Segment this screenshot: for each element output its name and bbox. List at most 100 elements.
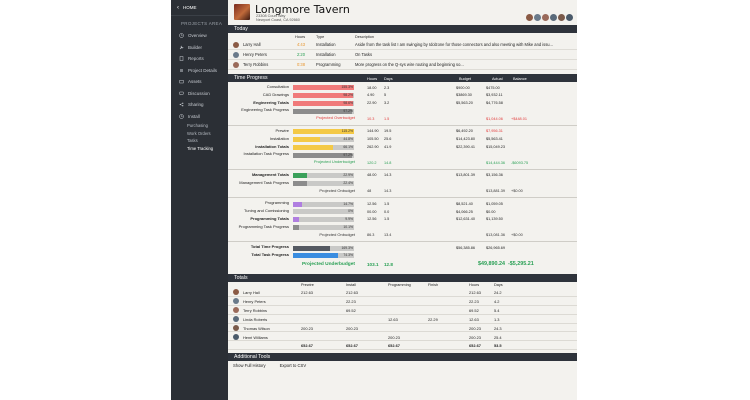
totals-install: 200.23 xyxy=(346,325,358,331)
subnav-item-purchasing[interactable]: Purchasing xyxy=(187,123,208,129)
totals-name: Linda Roberts xyxy=(243,316,268,322)
totals-name: Terry Robbins xyxy=(243,307,268,313)
progress-label: Engineering Task Progress xyxy=(241,107,289,113)
avatar xyxy=(233,61,239,68)
subnav-item-tasks[interactable]: Tasks xyxy=(187,138,198,144)
progress-label: Total Task Progress xyxy=(251,252,289,258)
tools-section-header: Additional Tools xyxy=(228,353,577,362)
progress-row: Engineering Totals 98.6% 22.90 3.2 $5,563.20… xyxy=(228,100,577,108)
clock-icon xyxy=(178,33,184,39)
sidebar-item-overview[interactable]: Overview xyxy=(171,30,228,42)
sidebar-item-discussion[interactable]: Discussion xyxy=(171,88,228,100)
actual-value: $0.00 xyxy=(486,209,496,214)
progress-percent: 9.9% xyxy=(345,217,353,222)
sidebar-item-label: Sharing xyxy=(188,102,204,108)
avatar xyxy=(233,324,239,331)
actual-value: $26,965.69 xyxy=(486,245,506,250)
actual-value: $475.00 xyxy=(486,85,500,90)
avatar[interactable] xyxy=(550,14,557,21)
avatar[interactable] xyxy=(566,14,573,21)
actual-value: $1,139.50 xyxy=(486,217,503,222)
today-hours: 2:20 xyxy=(297,52,305,57)
subnav-item-work-orders[interactable]: Work Orders xyxy=(187,130,211,136)
progress-label: Installation Totals xyxy=(255,143,289,149)
sidebar-item-label: Discussion xyxy=(188,90,210,96)
avatar xyxy=(233,333,239,340)
today-row[interactable]: Henry Peters 2:20 Installation On Tasks xyxy=(228,50,577,60)
home-link[interactable]: ‹ HOME xyxy=(171,0,228,16)
avatar xyxy=(233,315,239,322)
avatar[interactable] xyxy=(558,14,565,21)
totals-section-header: Totals xyxy=(228,273,577,282)
avatar[interactable] xyxy=(534,14,541,21)
avatar[interactable] xyxy=(526,14,533,21)
totals-footer-days: 53.5 xyxy=(494,343,502,349)
totals-days: 25.4 xyxy=(494,334,502,340)
progress-row: Management Totals 22.9% 48.00 14.3 $13,801.3… xyxy=(228,172,577,180)
today-description: On Tasks xyxy=(355,52,372,57)
progress-percent: 98.2% xyxy=(343,92,353,97)
today-description: More progress on the Q-sys wire routing … xyxy=(355,62,464,67)
progress-label: CAD Drawings xyxy=(262,91,289,97)
projected-days: 1.5 xyxy=(384,116,390,121)
today-row[interactable]: Larry Hall 4:43 Installation Aside from the… xyxy=(228,40,577,50)
sidebar-item-project-details[interactable]: Project Details xyxy=(171,65,228,77)
projected-row: Projected Underbudget 120.2 14.8 $14,444.36… xyxy=(228,159,577,167)
budget-value: $8,521.40 xyxy=(456,201,473,206)
today-type: Installation xyxy=(316,52,336,57)
time-progress-body: Consultation 155.3% 18.00 2.3 $900.00 $475.00… xyxy=(228,82,577,270)
totals-name: Larry Hall xyxy=(243,290,260,296)
today-section-header: Today xyxy=(228,25,577,33)
totals-hours: 12.63 xyxy=(469,316,479,322)
progress-percent: 97.2% xyxy=(343,108,353,113)
avatar xyxy=(233,298,239,305)
progress-bar: 9.9% xyxy=(293,217,354,223)
progress-fill xyxy=(293,129,354,135)
hours-value: 22.90 xyxy=(367,101,377,106)
today-list: Larry Hall 4:43 Installation Aside from the… xyxy=(228,40,577,70)
actual-value: $15,049.23 xyxy=(486,145,506,150)
avatar[interactable] xyxy=(542,14,549,21)
budget-value: $56,385.86 xyxy=(456,245,476,250)
sidebar-item-sharing[interactable]: Sharing xyxy=(171,99,228,111)
progress-percent: 0% xyxy=(348,209,353,214)
progress-bar: 97.2% xyxy=(293,108,354,114)
projects-area-label: PROJECTS AREA xyxy=(181,20,223,26)
days-value: 3.2 xyxy=(384,101,390,106)
progress-fill xyxy=(293,152,353,158)
overall-projected-days: 12.8 xyxy=(384,261,393,267)
time-progress-section-header: Time Progress Hours Days Budget Actual B… xyxy=(228,74,577,82)
progress-bar: 14.7% xyxy=(293,201,354,207)
progress-percent: 14.7% xyxy=(343,201,353,206)
sidebar-item-assets[interactable]: Assets xyxy=(171,76,228,88)
progress-row: CAD Drawings 98.2% 4.90 5 $3869.30 $3,932.11 xyxy=(228,92,577,100)
avatar xyxy=(233,307,239,314)
sidebar-item-builder[interactable]: Builder xyxy=(171,42,228,54)
tools-title: Additional Tools xyxy=(234,354,271,361)
show-full-history-link[interactable]: Show Full History xyxy=(233,363,266,369)
sidebar-item-reports[interactable]: Reports xyxy=(171,53,228,65)
today-row[interactable]: Terry Robbins 0:38 Programming More progres… xyxy=(228,60,577,70)
progress-row: Installation Task Progress 97.2% xyxy=(228,151,577,159)
overall-projected-actual: $49,890.24 xyxy=(478,260,505,267)
progress-percent: 155.3% xyxy=(341,85,354,90)
progress-row: Installation 44.8% 105.50 25.6 $14,423.80 $5,… xyxy=(228,136,577,144)
days-value: 41.9 xyxy=(384,145,392,150)
progress-fill xyxy=(293,136,321,142)
today-type: Installation xyxy=(316,42,336,47)
tp-col-hours: Hours xyxy=(367,76,378,81)
clock-icon xyxy=(178,113,184,119)
sidebar-item-install[interactable]: Install xyxy=(171,111,228,123)
projected-days: 14.8 xyxy=(384,160,392,165)
progress-percent: 97.2% xyxy=(343,152,353,157)
export-csv-link[interactable]: Export to CSV xyxy=(279,363,307,369)
budget-value: $3869.30 xyxy=(456,93,472,98)
sidebar: ‹ HOME PROJECTS AREA Overview Builder Repo… xyxy=(171,0,228,400)
today-title: Today xyxy=(234,26,248,32)
progress-percent: 22.9% xyxy=(343,173,353,178)
progress-label: Programming Totals xyxy=(250,215,289,221)
budget-value: $6,492.20 xyxy=(456,129,473,134)
subnav-item-time-tracking[interactable]: Time Tracking xyxy=(187,145,214,151)
days-value: 1.5 xyxy=(384,217,390,222)
today-name: Terry Robbins xyxy=(243,62,269,67)
